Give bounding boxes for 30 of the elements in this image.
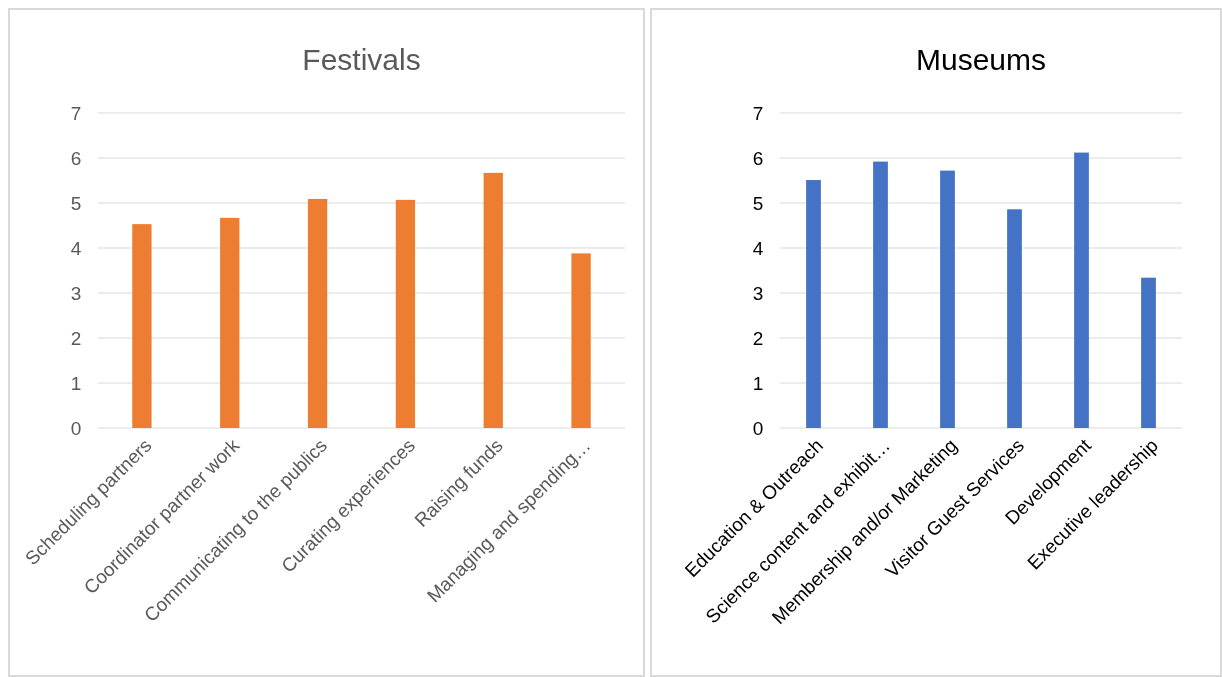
y-tick-label: 7 xyxy=(70,102,82,124)
y-tick-label: 3 xyxy=(752,282,764,304)
bar xyxy=(806,180,821,428)
bar xyxy=(132,224,152,428)
y-tick-label: 6 xyxy=(752,147,764,169)
y-tick-label: 6 xyxy=(70,147,82,169)
bar xyxy=(1074,152,1089,428)
bar xyxy=(571,253,591,428)
y-tick-label: 4 xyxy=(752,237,764,259)
y-tick-label: 5 xyxy=(752,192,764,214)
y-tick-label: 3 xyxy=(70,282,82,304)
bar xyxy=(1141,277,1156,428)
chart-title: Festivals xyxy=(302,43,421,76)
bar xyxy=(940,170,955,428)
y-tick-label: 2 xyxy=(70,327,82,349)
chart-title: Museums xyxy=(915,43,1047,76)
y-tick-label: 1 xyxy=(752,372,764,394)
y-tick-label: 0 xyxy=(70,417,82,439)
bar xyxy=(220,217,240,428)
y-tick-label: 4 xyxy=(70,237,82,259)
bar xyxy=(307,198,328,428)
y-tick-label: 0 xyxy=(752,417,764,439)
y-tick-label: 5 xyxy=(70,192,82,214)
bar xyxy=(483,172,503,428)
y-tick-label: 7 xyxy=(752,102,764,124)
y-tick-label: 1 xyxy=(70,372,82,394)
bar xyxy=(1007,209,1022,428)
bar xyxy=(395,199,416,428)
y-tick-label: 2 xyxy=(752,327,764,349)
bar xyxy=(873,161,888,428)
